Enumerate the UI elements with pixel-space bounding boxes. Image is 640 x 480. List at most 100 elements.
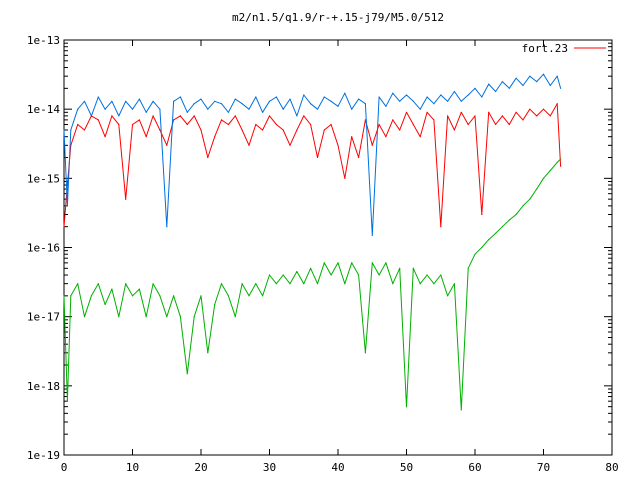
data-point (131, 123, 134, 126)
data-point (344, 283, 346, 285)
data-point (508, 87, 510, 89)
data-point (173, 100, 175, 102)
data-point (152, 283, 154, 285)
data-point (522, 84, 524, 87)
data-point (556, 75, 558, 77)
y-tick-label: 1e-14 (27, 103, 60, 116)
x-tick-label: 50 (400, 461, 413, 474)
data-point (426, 96, 428, 98)
data-point (433, 103, 435, 105)
data-point (399, 267, 401, 269)
data-point (214, 100, 216, 102)
data-point (378, 123, 380, 126)
data-point (447, 295, 449, 297)
data-point (125, 198, 127, 200)
data-point (323, 262, 325, 264)
data-point (138, 98, 140, 100)
data-point (248, 108, 250, 110)
data-point (385, 105, 387, 107)
data-point (460, 111, 462, 113)
legend: fort.23 (522, 42, 606, 55)
data-point (412, 123, 414, 126)
data-point (529, 75, 531, 77)
data-point (440, 94, 442, 96)
data-point (399, 129, 401, 131)
data-point (186, 373, 188, 375)
data-point (337, 105, 339, 107)
data-point (385, 262, 387, 264)
data-point (515, 111, 517, 113)
data-point (330, 123, 332, 126)
data-point (262, 111, 264, 113)
data-point (378, 96, 380, 98)
data-point (104, 108, 106, 110)
data-point (392, 119, 394, 121)
data-point (220, 103, 223, 105)
data-point (385, 136, 387, 138)
data-point (70, 129, 72, 131)
data-point (364, 352, 366, 354)
data-point (412, 267, 414, 269)
data-point (495, 123, 497, 126)
data-point (303, 115, 305, 117)
data-point (419, 283, 421, 285)
data-point (426, 274, 428, 276)
data-point (90, 295, 92, 297)
data-point (392, 283, 394, 285)
data-point (371, 262, 373, 264)
x-tick-label: 80 (605, 461, 618, 474)
data-point (220, 119, 223, 121)
data-point (66, 184, 68, 186)
data-point (118, 115, 120, 117)
data-point (63, 295, 65, 297)
data-point (330, 100, 332, 102)
data-point (542, 73, 545, 75)
data-point (310, 123, 312, 126)
data-point (447, 100, 449, 102)
data-point (440, 226, 442, 228)
x-axis: 0 10 20 30 40 50 60 70 80 (61, 40, 619, 474)
data-point (241, 129, 243, 131)
data-point (447, 115, 449, 117)
data-point (90, 115, 92, 117)
data-point (522, 119, 524, 121)
data-point (63, 129, 65, 131)
data-point (310, 103, 312, 105)
data-point (193, 103, 195, 105)
data-point (234, 98, 236, 100)
data-point (262, 129, 264, 131)
series-3 (63, 158, 562, 411)
y-tick-label: 1e-16 (27, 242, 60, 255)
series-layer (63, 73, 562, 411)
data-point (111, 100, 113, 102)
data-point (508, 123, 510, 126)
data-point (152, 115, 154, 117)
data-point (289, 283, 291, 285)
data-point (536, 115, 538, 117)
data-point (241, 283, 243, 285)
data-point (549, 115, 551, 117)
data-point (296, 129, 298, 131)
data-point (495, 90, 497, 93)
data-point (351, 108, 353, 110)
y-tick-label: 1e-15 (27, 172, 60, 185)
x-tick-label: 60 (468, 461, 481, 474)
data-point (310, 267, 312, 269)
data-point (220, 283, 223, 285)
data-point (207, 108, 209, 110)
data-point (207, 352, 209, 354)
data-point (488, 83, 490, 85)
data-point (488, 239, 490, 241)
data-point (296, 115, 298, 117)
data-point (97, 283, 99, 285)
data-point (556, 161, 558, 163)
data-point (536, 188, 538, 190)
data-point (316, 156, 319, 159)
data-point (77, 123, 79, 126)
data-point (474, 87, 476, 89)
data-point (200, 295, 202, 297)
data-point (241, 103, 243, 105)
data-point (419, 108, 421, 110)
data-point (501, 115, 503, 117)
data-point (556, 103, 558, 105)
